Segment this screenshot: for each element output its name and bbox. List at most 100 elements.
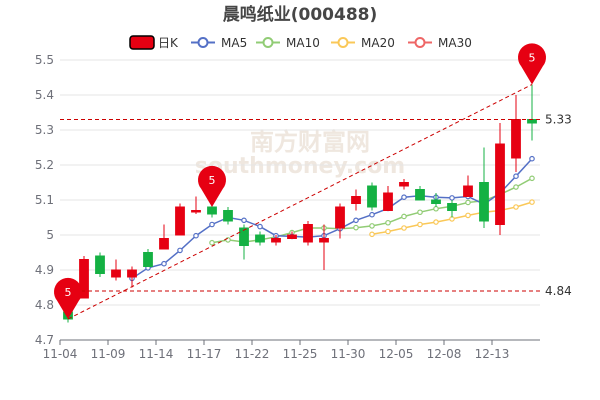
ma5-point	[177, 247, 183, 254]
x-tick-label: 11-09	[91, 347, 126, 361]
marker-pin-label: 5	[65, 286, 72, 299]
candle-body	[127, 269, 137, 278]
ma5-point	[241, 217, 247, 224]
x-tick-label: 11-17	[187, 347, 222, 361]
candle	[399, 179, 409, 190]
reference-line: 4.84	[60, 284, 572, 298]
x-axis: 11-04 11-09 11-14 11-17 11-22 11-25 11-30 12-05…	[43, 339, 540, 361]
marker-pin: 5	[518, 43, 546, 85]
reference-line-label: 4.84	[545, 284, 572, 298]
candle	[383, 186, 393, 211]
candle-body	[223, 210, 233, 222]
candle	[319, 224, 329, 270]
ma5-point	[161, 260, 167, 267]
y-tick-label: 5	[46, 228, 54, 242]
candle	[447, 200, 457, 218]
legend-item-ma10[interactable]: MA10	[256, 36, 320, 50]
legend-swatch-dot	[414, 37, 426, 48]
candle-body	[79, 259, 89, 299]
candle	[191, 196, 201, 214]
marker-pin-label: 5	[529, 52, 536, 65]
ma5-point	[529, 155, 535, 162]
candle	[303, 221, 313, 246]
candle-body	[447, 203, 457, 211]
ma5-point	[513, 173, 519, 180]
candle-body	[319, 238, 329, 243]
x-tick-label: 11-25	[283, 347, 318, 361]
watermark-bottom: southmoney.com	[195, 154, 405, 179]
candle	[335, 203, 345, 239]
x-tick-label: 11-04	[43, 347, 78, 361]
reference-line-label: 5.33	[545, 113, 572, 127]
ma20-point	[401, 225, 407, 231]
x-tick-label: 12-13	[475, 347, 510, 361]
legend-label: MA5	[221, 36, 247, 50]
x-tick-label: 11-14	[139, 347, 174, 361]
trend-line	[67, 84, 533, 320]
candle	[111, 259, 121, 281]
x-tick-label: 11-30	[331, 347, 366, 361]
ma20-point	[433, 219, 439, 225]
x-tick-label: 11-22	[235, 347, 270, 361]
ma10-point	[401, 213, 407, 220]
candle-body	[383, 192, 393, 211]
candle-body	[479, 182, 489, 222]
candle-body	[159, 238, 169, 250]
legend-label: MA20	[361, 36, 395, 50]
overlays: 5.33 4.84 5 5 5	[54, 43, 572, 320]
legend-label: MA30	[438, 36, 472, 50]
candle	[95, 252, 105, 277]
ma5-point	[369, 211, 375, 218]
legend-swatch-dot	[197, 37, 209, 48]
marker-pin-label: 5	[209, 174, 216, 187]
candle-body	[111, 269, 121, 278]
candle-body	[271, 238, 281, 243]
ma5-point	[401, 194, 407, 201]
candle-body	[255, 234, 265, 243]
ma20-point	[417, 221, 423, 228]
candle	[271, 235, 281, 246]
candle-body	[143, 252, 153, 267]
legend-swatch	[129, 35, 155, 50]
candle	[255, 231, 265, 246]
legend-item-日k[interactable]: 日K	[129, 35, 179, 50]
watermark: 南方财富网 southmoney.com	[195, 128, 405, 179]
candle-body	[287, 234, 297, 239]
ma10-point	[353, 224, 359, 231]
marker-pin-shape	[54, 277, 83, 319]
legend-item-ma5[interactable]: MA5	[191, 36, 247, 50]
y-tick-label: 4.8	[35, 298, 54, 312]
legend-item-ma30[interactable]: MA30	[408, 36, 472, 50]
marker-pin: 5	[54, 277, 83, 319]
candle	[159, 224, 169, 250]
y-tick-label: 5.1	[35, 193, 54, 207]
marker-pin-shape	[518, 43, 546, 85]
candle-body	[191, 210, 201, 213]
legend-item-ma20[interactable]: MA20	[331, 36, 395, 50]
ma10-point	[513, 184, 519, 190]
marker-pin-shape	[198, 165, 226, 207]
candle	[415, 186, 425, 201]
candle	[143, 249, 153, 267]
ma20-point	[529, 199, 535, 205]
ma5-point	[353, 217, 359, 224]
y-tick-label: 4.7	[35, 333, 54, 347]
candle	[223, 207, 233, 225]
candle	[431, 193, 441, 207]
candle	[495, 123, 505, 235]
candle-body	[495, 143, 505, 225]
legend-swatch-dot	[262, 37, 274, 48]
candle-body	[415, 189, 425, 201]
candle	[527, 84, 537, 141]
ma10-point	[385, 219, 391, 226]
candle-body	[527, 119, 537, 124]
candle	[511, 95, 521, 172]
y-tick-label: 5.5	[35, 53, 54, 67]
ma10-point	[465, 199, 471, 206]
x-tick-label: 12-05	[379, 347, 414, 361]
candle	[463, 175, 473, 197]
candle-body	[335, 206, 345, 229]
legend-label: MA10	[286, 36, 320, 50]
legend[interactable]: 日K MA5 MA10 MA20 MA30	[129, 35, 472, 50]
